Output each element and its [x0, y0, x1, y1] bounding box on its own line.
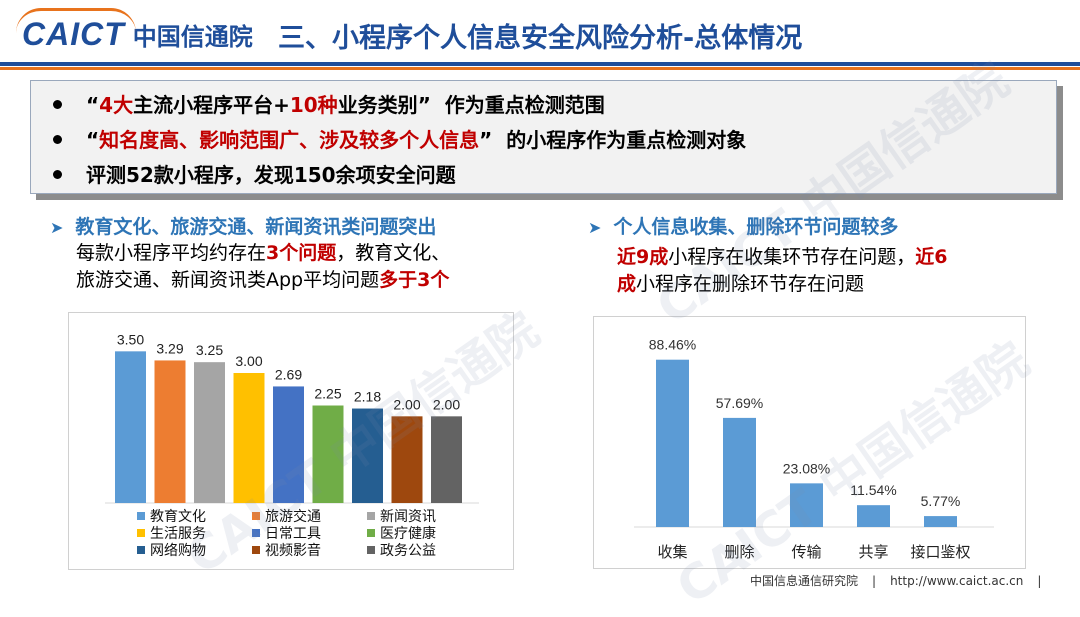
legend-label: 生活服务: [150, 526, 206, 542]
legend-swatch: [137, 546, 145, 554]
data-label: 3.29: [156, 340, 183, 356]
footer: 中国信息通信研究院 | http://www.caict.ac.cn |: [750, 572, 1055, 589]
bar-教育文化: [115, 351, 146, 503]
legend-swatch: [252, 546, 260, 554]
footer-sep: |: [1037, 574, 1042, 588]
data-label: 57.69%: [716, 395, 763, 411]
data-label: 2.00: [393, 396, 420, 412]
bar-政务公益: [431, 416, 462, 503]
bar-传输: [790, 483, 823, 527]
data-label: 5.77%: [921, 493, 961, 509]
category-problem-chart: 3.50 3.29 3.25 3.00 2.69 2.25 2.18 2.00 2.00 教育文化…: [68, 312, 514, 570]
bullet-dot-icon: [53, 135, 62, 144]
category-label: 收集: [657, 543, 687, 561]
legend-label: 政务公益: [380, 543, 436, 559]
header-rule-orange: [0, 67, 1080, 70]
summary-bullet-3: 评测52款小程序，发现150余项安全问题: [53, 159, 456, 188]
data-label: 3.50: [117, 331, 144, 347]
bar-删除: [723, 417, 756, 527]
bar-生活服务: [233, 373, 265, 503]
page-title: 三、小程序个人信息安全风险分析-总体情况: [278, 23, 803, 54]
category-label: 删除: [724, 543, 754, 561]
bullet-dot-icon: [53, 100, 62, 109]
category-label: 接口鉴权: [910, 543, 970, 561]
data-label: 3.00: [235, 353, 262, 369]
left-section-heading: ➤ 教育文化、旅游交通、新闻资讯类问题突出: [50, 216, 437, 238]
footer-org: 中国信息通信研究院: [750, 574, 859, 588]
summary-bullet-1: “4大主流小程序平台+10种业务类别” 作为重点检测范围: [53, 89, 605, 118]
bar-收集: [656, 359, 689, 527]
bar-共享: [857, 505, 890, 527]
legend-swatch: [137, 529, 145, 537]
legend-label: 新闻资讯: [380, 509, 436, 525]
header-rule-blue: [0, 62, 1080, 66]
logo-caict-text: CAICT: [16, 7, 136, 53]
bar-新闻资讯: [194, 362, 225, 503]
data-label: 88.46%: [649, 337, 696, 353]
legend-label: 旅游交通: [265, 508, 321, 525]
right-section-text: 近9成小程序在收集环节存在问题，近6 成小程序在删除环节存在问题: [617, 246, 948, 295]
logo-cn-text: 中国信通院: [132, 22, 253, 51]
right-section-heading: ➤ 个人信息收集、删除环节问题较多: [588, 216, 899, 238]
legend-label: 日常工具: [265, 526, 321, 542]
bullet-dot-icon: [53, 170, 62, 179]
arrow-right-icon: ➤: [50, 218, 64, 237]
legend-swatch: [367, 512, 375, 520]
legend-swatch: [367, 546, 375, 554]
left-section-text: 每款小程序平均约存在3个问题，教育文化、 旅游交通、新闻资讯类App平均问题多于…: [76, 242, 451, 291]
legend-swatch: [252, 529, 260, 537]
data-label: 11.54%: [850, 482, 896, 498]
data-label: 3.25: [196, 342, 223, 358]
footer-url[interactable]: http://www.caict.ac.cn: [890, 574, 1024, 588]
bar-视频影音: [391, 416, 423, 503]
bar-医疗健康: [312, 405, 344, 503]
legend-label: 医疗健康: [380, 525, 436, 542]
data-label: 2.25: [314, 386, 341, 402]
summary-bullet-2: “知名度高、影响范围广、涉及较多个人信息” 的小程序作为重点检测对象: [53, 124, 746, 153]
legend-swatch: [137, 512, 145, 520]
bar-接口鉴权: [924, 516, 957, 527]
legend-swatch: [367, 529, 375, 537]
bar-旅游交通: [154, 360, 186, 503]
summary-box: “4大主流小程序平台+10种业务类别” 作为重点检测范围 “知名度高、影响范围广…: [30, 80, 1057, 194]
data-label: 2.00: [433, 396, 460, 412]
legend-label: 教育文化: [150, 509, 206, 525]
category-label: 共享: [858, 543, 888, 561]
legend-swatch: [252, 512, 260, 520]
data-label: 2.69: [275, 366, 302, 382]
legend-label: 网络购物: [150, 543, 206, 559]
caict-logo: CAICT 中国信通院: [16, 7, 253, 54]
data-label: 23.08%: [783, 460, 830, 476]
stage-bar-chart-svg: 88.46% 收集 57.69% 删除 23.08% 传输 11.54% 共享 5.77% 接口鉴…: [634, 337, 994, 561]
bar-日常工具: [273, 386, 304, 503]
footer-sep: |: [872, 574, 877, 588]
category-bar-chart-svg: 3.50 3.29 3.25 3.00 2.69 2.25 2.18 2.00 2.00 教育文化…: [105, 331, 479, 559]
stage-problem-chart: 88.46% 收集 57.69% 删除 23.08% 传输 11.54% 共享 5.77% 接口鉴…: [593, 316, 1026, 569]
arrow-right-icon: ➤: [588, 218, 602, 237]
legend-label: 视频影音: [265, 542, 321, 559]
data-label: 2.18: [354, 389, 381, 405]
category-label: 传输: [791, 543, 821, 561]
bar-网络购物: [352, 408, 383, 503]
